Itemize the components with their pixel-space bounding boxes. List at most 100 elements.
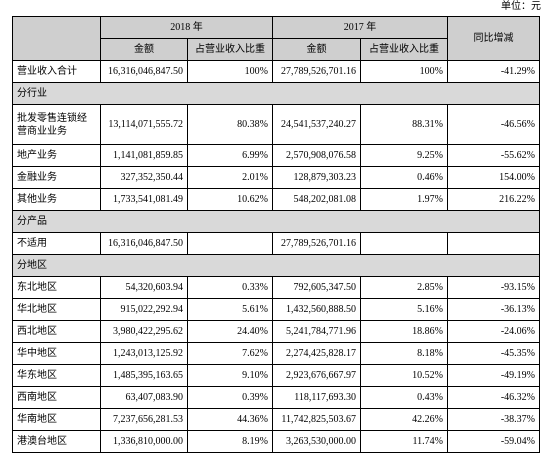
value-cell: 18.86% [360, 320, 448, 343]
unit-note: 单位：元 [501, 1, 541, 12]
row-label: 华中地区 [12, 342, 101, 365]
value-cell: 10.52% [360, 364, 448, 387]
header-row: 2018 年 2017 年 同比增减 [12, 16, 540, 61]
table-row: 营业收入合计 16,316,046,847.50 100% 27,789,526,70… [12, 60, 540, 83]
value-cell [187, 232, 273, 255]
value-cell: 27,789,526,701.16 [272, 232, 361, 255]
value-cell: 1,141,081,859.85 [100, 144, 188, 167]
value-cell: 154.00% [447, 166, 540, 189]
value-cell: 327,352,350.44 [100, 166, 188, 189]
row-label: 不适用 [12, 232, 101, 255]
table-row: 批发零售连锁经营商业业务 13,114,071,555.72 80.38% 24,54… [12, 104, 540, 145]
value-cell: 27,789,526,701.16 [272, 60, 361, 83]
value-cell: 5.61% [187, 298, 273, 321]
row-label: 营业收入合计 [12, 60, 101, 83]
value-cell: -38.37% [447, 408, 540, 431]
table-row: 分行业 [12, 82, 540, 105]
value-cell: 9.25% [360, 144, 448, 167]
value-cell: 0.43% [360, 386, 448, 409]
value-cell: 792,605,347.50 [272, 276, 361, 299]
row-label: 华东地区 [12, 364, 101, 387]
value-cell: 9.10% [187, 364, 273, 387]
table-row: 其他业务 1,733,541,081.49 10.62% 548,202,081.08… [12, 188, 540, 211]
value-cell: 2,923,676,667.97 [272, 364, 361, 387]
value-cell: -46.56% [447, 104, 540, 145]
value-cell: -93.15% [447, 276, 540, 299]
row-label: 港澳台地区 [12, 430, 101, 453]
table-row: 分产品 [12, 210, 540, 233]
row-label: 西北地区 [12, 320, 101, 343]
value-cell: 10.62% [187, 188, 273, 211]
value-cell: 1,432,560,888.50 [272, 298, 361, 321]
value-cell: 100% [360, 60, 448, 83]
value-cell: 8.19% [187, 430, 273, 453]
section-cell: 分产品 [12, 210, 540, 233]
table-row: 华北地区 915,022,292.94 5.61% 1,432,560,888.50 5… [12, 298, 540, 321]
value-cell [360, 232, 448, 255]
value-cell: 3,980,422,295.62 [100, 320, 188, 343]
table-row: 东北地区 54,320,603.94 0.33% 792,605,347.50 2.85… [12, 276, 540, 299]
value-cell: 216.22% [447, 188, 540, 211]
table-row: 西北地区 3,980,422,295.62 24.40% 5,241,784,771.… [12, 320, 540, 343]
row-label: 金融业务 [12, 166, 101, 189]
row-label: 其他业务 [12, 188, 101, 211]
value-cell: 2.01% [187, 166, 273, 189]
value-cell: 5,241,784,771.96 [272, 320, 361, 343]
value-cell: 118,117,693.30 [272, 386, 361, 409]
value-cell: 6.99% [187, 144, 273, 167]
value-cell: 128,879,303.23 [272, 166, 361, 189]
table-row: 金融业务 327,352,350.44 2.01% 128,879,303.23 0.4… [12, 166, 540, 189]
value-cell: 915,022,292.94 [100, 298, 188, 321]
table-row: 地产业务 1,141,081,859.85 6.99% 2,570,908,076.5… [12, 144, 540, 167]
header-cell: 金额 [100, 38, 188, 61]
value-cell: 1,733,541,081.49 [100, 188, 188, 211]
value-cell: 16,316,046,847.50 [100, 232, 188, 255]
value-cell: 0.46% [360, 166, 448, 189]
header-cell: 2018 年 [100, 16, 273, 39]
value-cell: 7,237,656,281.53 [100, 408, 188, 431]
value-cell: -24.06% [447, 320, 540, 343]
value-cell: 0.39% [187, 386, 273, 409]
value-cell: -45.35% [447, 342, 540, 365]
value-cell: 5.16% [360, 298, 448, 321]
table-row: 华南地区 7,237,656,281.53 44.36% 11,742,825,503… [12, 408, 540, 431]
table-row: 分地区 [12, 254, 540, 277]
header-cell: 占营业收入比重 [360, 38, 448, 61]
header-cell: 同比增减 [447, 16, 540, 61]
value-cell: 44.36% [187, 408, 273, 431]
table-row: 港澳台地区 1,336,810,000.00 8.19% 3,263,530,000.… [12, 430, 540, 453]
header-cell: 占营业收入比重 [187, 38, 273, 61]
value-cell: 16,316,046,847.50 [100, 60, 188, 83]
value-cell: -36.13% [447, 298, 540, 321]
value-cell: 1,243,013,125.92 [100, 342, 188, 365]
value-cell: 1,336,810,000.00 [100, 430, 188, 453]
value-cell: -41.29% [447, 60, 540, 83]
value-cell: 2.85% [360, 276, 448, 299]
value-cell: 63,407,083.90 [100, 386, 188, 409]
row-label: 批发零售连锁经营商业业务 [12, 104, 101, 145]
value-cell: 1,485,395,163.65 [100, 364, 188, 387]
section-cell: 分行业 [12, 82, 540, 105]
value-cell: 0.33% [187, 276, 273, 299]
value-cell: 80.38% [187, 104, 273, 145]
table-row: 华中地区 1,243,013,125.92 7.62% 2,274,425,828.1… [12, 342, 540, 365]
value-cell: -55.62% [447, 144, 540, 167]
row-label: 华南地区 [12, 408, 101, 431]
section-cell: 分地区 [12, 254, 540, 277]
row-label: 华北地区 [12, 298, 101, 321]
value-cell: 42.26% [360, 408, 448, 431]
row-label: 西南地区 [12, 386, 101, 409]
value-cell: 548,202,081.08 [272, 188, 361, 211]
value-cell: 100% [187, 60, 273, 83]
value-cell: 2,570,908,076.58 [272, 144, 361, 167]
value-cell: 1.97% [360, 188, 448, 211]
table-row: 不适用 16,316,046,847.50 27,789,526,701.16 [12, 232, 540, 255]
revenue-table: 2018 年 2017 年 同比增减 金额 占营业收入比重 金额 占营业收入比重… [12, 16, 540, 453]
table-row: 华东地区 1,485,395,163.65 9.10% 2,923,676,667.9… [12, 364, 540, 387]
value-cell: 54,320,603.94 [100, 276, 188, 299]
table-body: 2018 年 2017 年 同比增减 金额 占营业收入比重 金额 占营业收入比重… [12, 16, 540, 453]
value-cell: -49.19% [447, 364, 540, 387]
value-cell: 2,274,425,828.17 [272, 342, 361, 365]
header-cell: 2017 年 [272, 16, 448, 39]
value-cell: 13,114,071,555.72 [100, 104, 188, 145]
